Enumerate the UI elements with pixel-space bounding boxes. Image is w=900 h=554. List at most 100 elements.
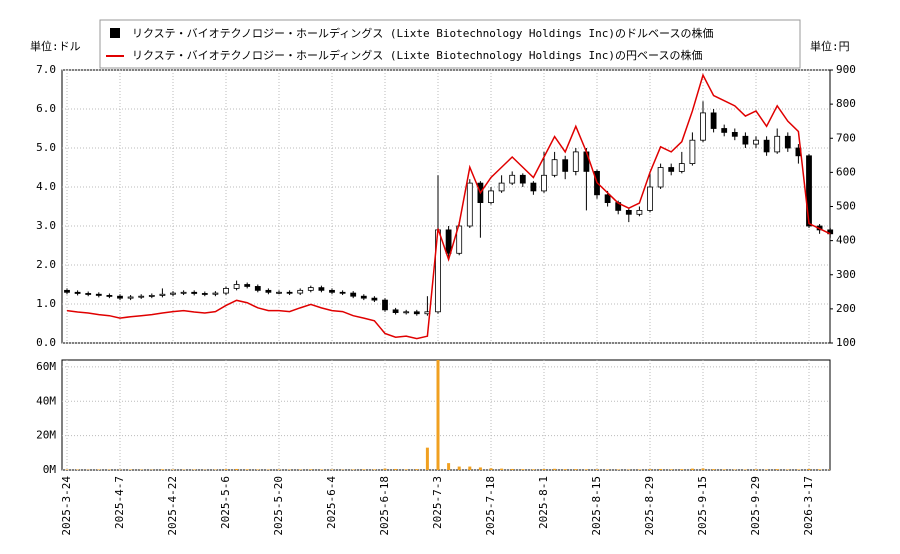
- y2-tick-label: 800: [836, 97, 856, 110]
- candle-body: [139, 296, 144, 297]
- x-tick-label: 2025-8-15: [590, 476, 603, 536]
- volume-bar: [161, 469, 164, 470]
- candle-body: [754, 140, 759, 144]
- y2-tick-label: 700: [836, 131, 856, 144]
- candle-body: [181, 292, 186, 293]
- candle-body: [308, 288, 313, 291]
- volume-bar: [585, 469, 588, 470]
- volume-panel: [62, 360, 830, 470]
- volume-bar: [129, 469, 132, 470]
- candle-body: [446, 230, 451, 253]
- candle-body: [807, 156, 812, 226]
- candle-body: [160, 294, 165, 295]
- volume-bar: [437, 350, 440, 470]
- x-tick-label: 2025-7-18: [484, 476, 497, 536]
- volume-bar: [564, 469, 567, 470]
- x-tick-label: 2025-8-29: [643, 476, 656, 536]
- volume-bar: [479, 467, 482, 470]
- volume-bar: [606, 469, 609, 470]
- volume-bar: [405, 469, 408, 470]
- volume-bar: [808, 469, 811, 470]
- y2-tick-label: 200: [836, 302, 856, 315]
- candle-body: [171, 293, 176, 294]
- candle-body: [330, 290, 335, 292]
- x-tick-label: 2025-9-15: [696, 476, 709, 536]
- y-tick-label: 5.0: [36, 141, 56, 154]
- candle-body: [764, 140, 769, 152]
- candle-body: [414, 312, 419, 314]
- candle-body: [96, 294, 101, 295]
- candle-body: [298, 290, 303, 293]
- x-tick-label: 2025-7-3: [431, 476, 444, 529]
- y2-tick-label: 500: [836, 200, 856, 213]
- candle-body: [319, 288, 324, 291]
- candle-body: [404, 312, 409, 313]
- candle-body: [372, 298, 377, 300]
- volume-bar: [415, 469, 418, 470]
- x-tick-label: 2025-5-6: [219, 476, 232, 529]
- volume-bar: [532, 469, 535, 470]
- x-tick-label: 2025-4-7: [113, 476, 126, 529]
- x-tick-label: 2025-8-1: [537, 476, 550, 529]
- volume-bar: [193, 469, 196, 470]
- legend-label: リクステ・バイオテクノロジー・ホールディングス (Lixte Biotechno…: [132, 48, 702, 62]
- y-tick-label: 7.0: [36, 63, 56, 76]
- candle-body: [605, 195, 610, 203]
- candle-body: [658, 168, 663, 188]
- volume-bar: [638, 469, 641, 470]
- volume-bar: [765, 469, 768, 470]
- volume-bar: [733, 469, 736, 470]
- candle-body: [266, 290, 271, 292]
- volume-bar: [723, 469, 726, 470]
- y2-tick-label: 900: [836, 63, 856, 76]
- y-tick-label: 3.0: [36, 219, 56, 232]
- volume-bar: [702, 468, 705, 470]
- candle-body: [351, 293, 356, 296]
- y-tick-label: 60M: [36, 360, 56, 373]
- candle-body: [65, 290, 70, 292]
- candle-body: [552, 160, 557, 176]
- volume-bar: [458, 467, 461, 470]
- candle-body: [467, 183, 472, 226]
- volume-bar: [649, 469, 652, 470]
- x-tick-label: 2025-5-20: [272, 476, 285, 536]
- candle-body: [224, 288, 229, 293]
- volume-bar: [797, 469, 800, 470]
- volume-bar: [574, 469, 577, 470]
- candle-body: [192, 292, 197, 293]
- volume-bar: [352, 469, 355, 470]
- candle-body: [213, 293, 218, 294]
- volume-bar: [172, 469, 175, 470]
- volume-bar: [362, 469, 365, 470]
- y-tick-label: 0.0: [36, 336, 56, 349]
- candle-body: [648, 187, 653, 210]
- volume-bar: [543, 469, 546, 470]
- volume-bar: [235, 469, 238, 470]
- volume-bar: [256, 469, 259, 470]
- candle-body: [361, 296, 366, 298]
- candle-body: [573, 152, 578, 172]
- candle-body: [107, 295, 112, 296]
- volume-bar: [66, 469, 69, 470]
- volume-bar: [659, 469, 662, 470]
- volume-bar: [744, 469, 747, 470]
- candle-body: [255, 286, 260, 290]
- candle-body: [732, 132, 737, 136]
- x-tick-label: 2025-4-22: [166, 476, 179, 536]
- candle-body: [679, 164, 684, 172]
- x-tick-label: 2025-3-24: [60, 476, 73, 536]
- candle-body: [499, 183, 504, 191]
- candle-body: [383, 300, 388, 310]
- volume-bar: [521, 469, 524, 470]
- candle-body: [234, 285, 239, 289]
- y-tick-label: 20M: [36, 429, 56, 442]
- volume-bar: [553, 469, 556, 470]
- candle-body: [701, 113, 706, 140]
- volume-bar: [468, 467, 471, 470]
- legend-swatch: [110, 28, 120, 38]
- candle-body: [531, 183, 536, 191]
- volume-bar: [384, 469, 387, 470]
- volume-bar: [97, 469, 100, 470]
- volume-bar: [500, 469, 503, 470]
